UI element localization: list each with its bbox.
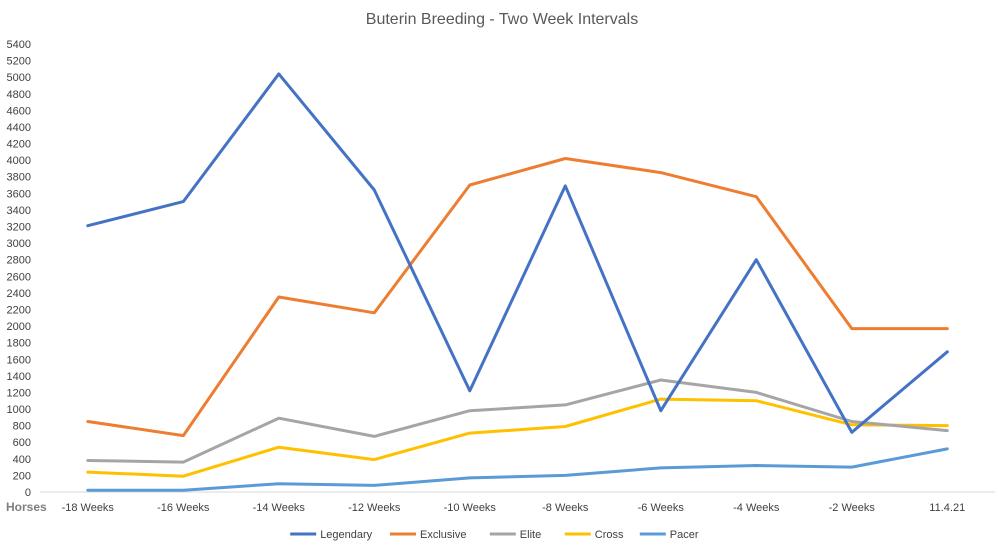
series-line-exclusive	[86, 157, 949, 438]
x-axis-title: Horses	[6, 500, 47, 514]
y-tick-label: 4800	[7, 89, 31, 101]
y-tick-label: 600	[13, 437, 31, 449]
y-tick-label: 4000	[7, 155, 31, 167]
x-tick-label: -14 Weeks	[253, 502, 306, 514]
y-tick-label: 5000	[7, 72, 31, 84]
legend-label: Cross	[595, 529, 624, 541]
y-tick-label: 0	[25, 487, 31, 499]
y-tick-label: 2200	[7, 304, 31, 316]
y-tick-label: 1200	[7, 387, 31, 399]
y-tick-label: 3800	[7, 172, 31, 184]
x-axis-ticks: -18 Weeks -16 Weeks -14 Weeks -12 Weeks -10 …	[62, 502, 966, 514]
y-tick-label: 3600	[7, 188, 31, 200]
y-tick-label: 800	[13, 421, 31, 433]
y-tick-label: 4600	[7, 105, 31, 117]
legend-label: Elite	[520, 529, 541, 541]
y-tick-label: 3000	[7, 238, 31, 250]
legend-label: Pacer	[670, 529, 699, 541]
x-tick-label: -10 Weeks	[444, 502, 497, 514]
y-tick-label: 5200	[7, 56, 31, 68]
series-lines	[86, 72, 949, 492]
x-tick-label: 11.4.21	[929, 502, 965, 514]
legend-item-exclusive: Exclusive	[390, 529, 466, 541]
series-line-cross	[86, 397, 949, 478]
x-tick-label: -8 Weeks	[542, 502, 589, 514]
y-tick-label: 5400	[7, 39, 31, 51]
y-axis-ticks: 0 200 400 600 800 1000 1200 1400 1600 1800 2000 220…	[7, 39, 31, 499]
x-tick-label: -16 Weeks	[157, 502, 210, 514]
legend-item-elite: Elite	[489, 529, 541, 541]
y-tick-label: 200	[13, 470, 31, 482]
y-tick-label: 400	[13, 454, 31, 466]
chart-legend: Legendary Exclusive Elite Cross Pacer	[290, 529, 699, 541]
series-line-legendary	[86, 72, 949, 434]
series-line-elite	[86, 378, 949, 464]
y-tick-label: 1600	[7, 354, 31, 366]
legend-item-pacer: Pacer	[639, 529, 699, 541]
legend-item-legendary: Legendary	[290, 529, 373, 541]
y-tick-label: 1400	[7, 371, 31, 383]
y-tick-label: 4200	[7, 139, 31, 151]
y-tick-label: 2800	[7, 255, 31, 267]
x-tick-label: -18 Weeks	[62, 502, 115, 514]
y-tick-label: 4400	[7, 122, 31, 134]
y-tick-label: 2400	[7, 288, 31, 300]
y-tick-label: 1000	[7, 404, 31, 416]
legend-label: Exclusive	[420, 529, 466, 541]
y-tick-label: 3200	[7, 222, 31, 234]
x-tick-label: -12 Weeks	[348, 502, 401, 514]
y-tick-label: 1800	[7, 338, 31, 350]
y-tick-label: 2600	[7, 271, 31, 283]
x-tick-label: -2 Weeks	[829, 502, 876, 514]
x-tick-label: -6 Weeks	[638, 502, 685, 514]
legend-item-cross: Cross	[564, 529, 624, 541]
y-tick-label: 2000	[7, 321, 31, 333]
x-tick-label: -4 Weeks	[733, 502, 780, 514]
series-line-pacer	[86, 447, 949, 492]
y-tick-label: 3400	[7, 205, 31, 217]
legend-label: Legendary	[320, 529, 372, 541]
chart-title: Buterin Breeding - Two Week Intervals	[366, 11, 638, 28]
